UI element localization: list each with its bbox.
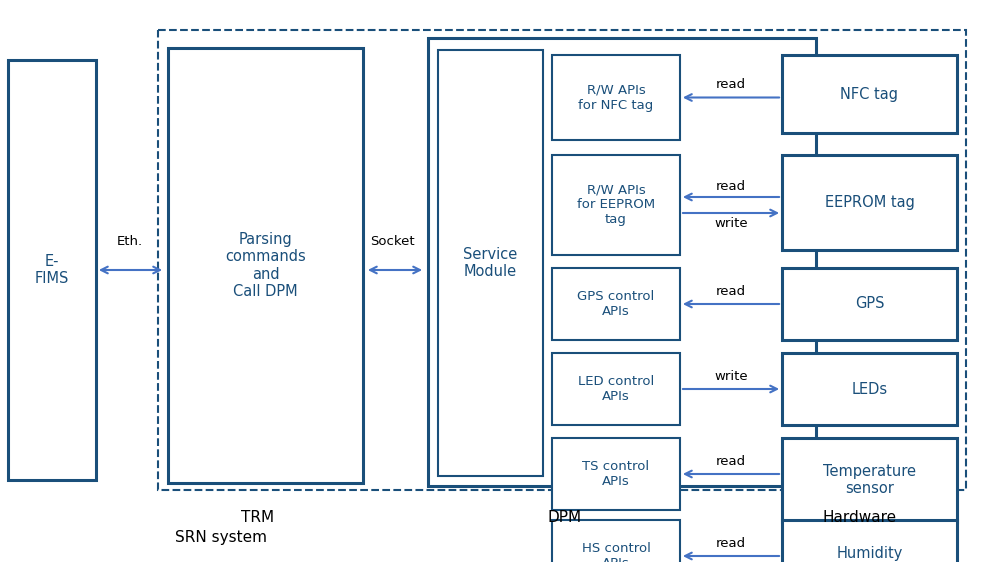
Bar	[552, 438, 680, 510]
Bar	[158, 30, 966, 490]
Bar	[552, 55, 680, 140]
Text: Service
Module: Service Module	[463, 247, 518, 279]
Bar	[168, 48, 363, 483]
Text: TS control
APIs: TS control APIs	[583, 460, 650, 488]
Text: EEPROM tag: EEPROM tag	[824, 195, 914, 210]
Text: DPM: DPM	[548, 510, 582, 525]
Bar	[428, 38, 816, 486]
Text: read: read	[716, 537, 747, 550]
Text: Eth.: Eth.	[117, 235, 143, 248]
Text: R/W APIs
for NFC tag: R/W APIs for NFC tag	[579, 84, 654, 111]
Bar	[782, 438, 957, 522]
Bar	[552, 520, 680, 562]
Text: NFC tag: NFC tag	[840, 87, 898, 102]
Bar	[782, 55, 957, 133]
Bar	[782, 268, 957, 340]
Bar	[782, 353, 957, 425]
Text: read: read	[716, 455, 747, 468]
Text: GPS: GPS	[854, 297, 884, 311]
Text: R/W APIs
for EEPROM
tag: R/W APIs for EEPROM tag	[577, 184, 655, 226]
Text: HS control
APIs: HS control APIs	[582, 542, 651, 562]
Bar	[552, 268, 680, 340]
Text: read: read	[716, 79, 747, 92]
Text: Humidity
sensor: Humidity sensor	[836, 546, 902, 562]
Text: GPS control
APIs: GPS control APIs	[578, 290, 655, 318]
Text: E-
FIMS: E- FIMS	[35, 254, 69, 286]
Bar	[552, 155, 680, 255]
Bar	[8, 60, 96, 480]
Text: Parsing
commands
and
Call DPM: Parsing commands and Call DPM	[226, 232, 305, 299]
Text: Socket: Socket	[369, 235, 414, 248]
Text: Hardware: Hardware	[823, 510, 897, 525]
Text: LED control
APIs: LED control APIs	[578, 375, 654, 403]
Bar	[782, 155, 957, 250]
Bar	[552, 353, 680, 425]
Bar	[438, 50, 543, 476]
Bar	[782, 520, 957, 562]
Text: SRN system: SRN system	[175, 530, 267, 545]
Text: TRM: TRM	[242, 510, 274, 525]
Text: write: write	[715, 217, 748, 230]
Text: read: read	[716, 285, 747, 298]
Text: read: read	[716, 180, 747, 193]
Text: Temperature
sensor: Temperature sensor	[823, 464, 916, 496]
Text: write: write	[715, 370, 748, 383]
Text: LEDs: LEDs	[851, 382, 887, 397]
